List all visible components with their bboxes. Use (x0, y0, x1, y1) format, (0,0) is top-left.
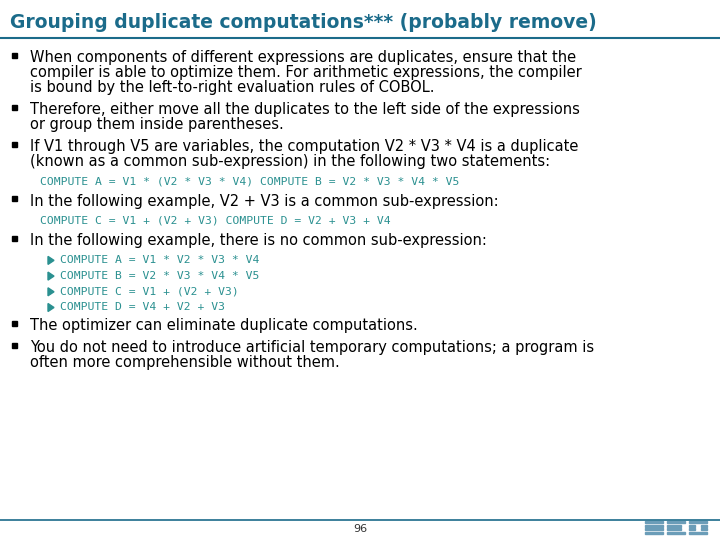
Bar (689, 532, 707, 534)
Polygon shape (48, 288, 54, 296)
Text: (known as a common sub-expression) in the following two statements:: (known as a common sub-expression) in th… (30, 154, 550, 169)
Text: If V1 through V5 are variables, the computation V2 * V3 * V4 is a duplicate: If V1 through V5 are variables, the comp… (30, 139, 578, 154)
Bar (12, 53, 17, 58)
Bar (645, 528, 663, 530)
Bar (12, 141, 17, 147)
Bar (12, 236, 17, 241)
Text: is bound by the left-to-right evaluation rules of COBOL.: is bound by the left-to-right evaluation… (30, 80, 434, 95)
Bar (701, 528, 707, 530)
Bar (689, 528, 695, 530)
Text: Grouping duplicate computations*** (probably remove): Grouping duplicate computations*** (prob… (10, 12, 597, 31)
Text: In the following example, there is no common sub-expression:: In the following example, there is no co… (30, 233, 487, 248)
Text: 96: 96 (353, 524, 367, 534)
Polygon shape (48, 272, 54, 280)
Text: COMPUTE C = V1 + (V2 + V3) COMPUTE D = V2 + V3 + V4: COMPUTE C = V1 + (V2 + V3) COMPUTE D = V… (40, 215, 391, 226)
Text: or group them inside parentheses.: or group them inside parentheses. (30, 117, 284, 132)
Bar (645, 521, 663, 523)
Text: COMPUTE C = V1 + (V2 + V3): COMPUTE C = V1 + (V2 + V3) (60, 287, 239, 297)
Text: often more comprehensible without them.: often more comprehensible without them. (30, 355, 340, 370)
Bar (12, 343, 17, 348)
Bar (689, 521, 707, 523)
Polygon shape (48, 256, 54, 265)
Text: compiler is able to optimize them. For arithmetic expressions, the compiler: compiler is able to optimize them. For a… (30, 65, 582, 80)
Bar (12, 105, 17, 110)
Bar (701, 524, 707, 527)
Text: COMPUTE A = V1 * V2 * V3 * V4: COMPUTE A = V1 * V2 * V3 * V4 (60, 255, 259, 265)
Bar (12, 321, 17, 326)
Text: COMPUTE B = V2 * V3 * V4 * V5: COMPUTE B = V2 * V3 * V4 * V5 (60, 271, 259, 281)
Bar (645, 524, 663, 527)
Bar (667, 524, 681, 527)
Text: In the following example, V2 + V3 is a common sub-expression:: In the following example, V2 + V3 is a c… (30, 194, 499, 208)
Text: The optimizer can eliminate duplicate computations.: The optimizer can eliminate duplicate co… (30, 318, 418, 333)
Bar (645, 532, 663, 534)
Text: COMPUTE D = V4 + V2 + V3: COMPUTE D = V4 + V2 + V3 (60, 302, 225, 313)
Bar (667, 528, 681, 530)
Bar (667, 521, 685, 523)
Text: Therefore, either move all the duplicates to the left side of the expressions: Therefore, either move all the duplicate… (30, 102, 580, 117)
Text: You do not need to introduce artificial temporary computations; a program is: You do not need to introduce artificial … (30, 340, 594, 355)
Text: When components of different expressions are duplicates, ensure that the: When components of different expressions… (30, 50, 576, 65)
Bar (12, 197, 17, 201)
Bar (689, 524, 695, 527)
Bar (667, 532, 685, 534)
Text: COMPUTE A = V1 * (V2 * V3 * V4) COMPUTE B = V2 * V3 * V4 * V5: COMPUTE A = V1 * (V2 * V3 * V4) COMPUTE … (40, 176, 459, 186)
Polygon shape (48, 303, 54, 312)
